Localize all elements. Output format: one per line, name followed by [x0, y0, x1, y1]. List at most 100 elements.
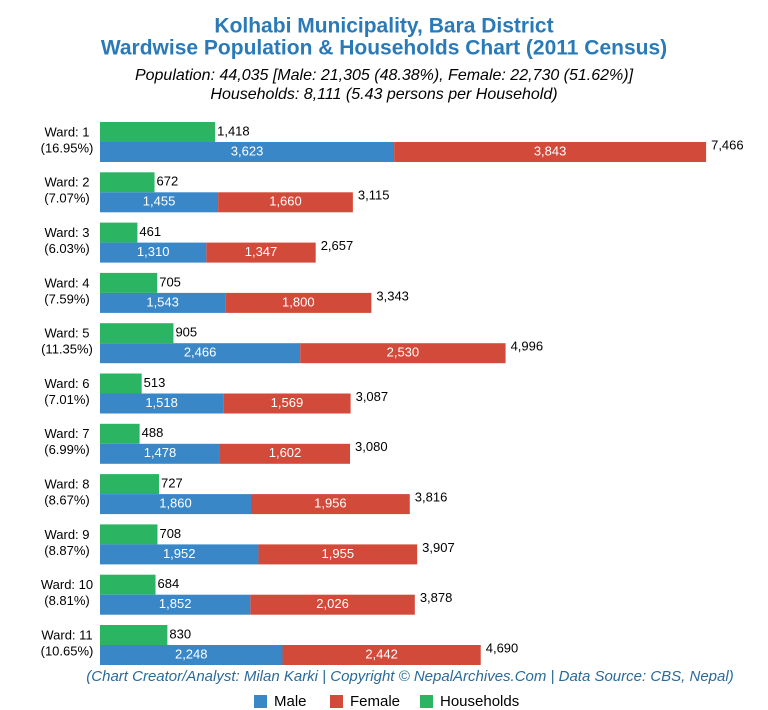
- female-bar: [300, 343, 506, 364]
- value-label: 1,955: [322, 546, 355, 561]
- chart-title: Kolhabi Municipality, Bara District: [214, 15, 553, 38]
- value-label: 2,248: [175, 646, 208, 661]
- value-label: 1,518: [145, 395, 178, 410]
- category-label: Ward: 11: [41, 627, 92, 642]
- value-label: 3,623: [231, 143, 264, 158]
- total-label: 3,878: [420, 590, 453, 605]
- household-label: 461: [139, 224, 161, 239]
- category-label: Ward: 8: [44, 477, 89, 492]
- legend-swatch: [254, 695, 267, 708]
- household-label: 1,418: [217, 123, 250, 138]
- household-label: 727: [161, 476, 183, 491]
- total-label: 3,080: [355, 439, 388, 454]
- household-bar: [100, 524, 158, 545]
- household-bar: [100, 272, 158, 293]
- male-bar: [100, 393, 224, 414]
- total-label: 3,087: [356, 389, 389, 404]
- category-label: (8.67%): [44, 493, 90, 508]
- category-label: Ward: 9: [44, 527, 89, 542]
- legend-swatch: [330, 695, 343, 708]
- value-label: 1,800: [282, 294, 315, 309]
- category-label: Ward: 2: [44, 175, 89, 190]
- value-label: 2,026: [316, 596, 349, 611]
- household-bar: [100, 625, 168, 645]
- category-label: Ward: 7: [44, 426, 89, 441]
- value-label: 1,660: [269, 194, 302, 209]
- household-bar: [100, 323, 174, 344]
- category-label: (16.95%): [41, 140, 94, 155]
- female-bar: [225, 292, 372, 313]
- category-label: Ward: 10: [41, 577, 93, 592]
- legend-label: Female: [350, 693, 400, 710]
- value-label: 1,347: [245, 244, 278, 259]
- value-label: 1,478: [144, 445, 177, 460]
- household-label: 684: [158, 576, 180, 591]
- value-label: 1,860: [159, 496, 192, 511]
- total-label: 4,996: [511, 339, 544, 354]
- footer: (Chart Creator/Analyst: Milan Karki | Co…: [86, 668, 733, 685]
- value-label: 2,466: [184, 345, 217, 360]
- category-label: (11.35%): [41, 342, 93, 357]
- household-bar: [100, 373, 142, 394]
- female-bar: [282, 645, 481, 665]
- total-label: 4,690: [486, 640, 519, 655]
- female-bar: [258, 544, 418, 565]
- household-label: 672: [157, 174, 179, 189]
- household-bar: [100, 172, 155, 193]
- category-label: (6.03%): [44, 241, 90, 256]
- total-label: 3,343: [376, 288, 409, 303]
- male-bar: [100, 142, 395, 162]
- value-label: 3,843: [534, 143, 567, 158]
- total-label: 2,657: [321, 238, 354, 253]
- chart-subtitle: Households: 8,111 (5.43 persons per Hous…: [210, 86, 557, 103]
- total-label: 3,816: [415, 490, 448, 505]
- male-bar: [100, 292, 226, 313]
- household-label: 705: [159, 274, 181, 289]
- category-label: Ward: 6: [44, 376, 89, 391]
- male-bar: [100, 192, 219, 213]
- male-bar: [100, 645, 283, 665]
- value-label: 1,602: [269, 445, 302, 460]
- female-bar: [250, 594, 415, 615]
- household-bar: [100, 222, 138, 243]
- category-label: Ward: 3: [44, 225, 89, 240]
- household-bar: [100, 474, 160, 495]
- male-bar: [100, 494, 251, 515]
- value-label: 1,852: [159, 596, 192, 611]
- chart-title: Wardwise Population & Households Chart (…: [101, 37, 667, 60]
- total-label: 3,115: [358, 188, 390, 203]
- female-bar: [394, 142, 707, 162]
- value-label: 1,956: [314, 496, 347, 511]
- household-label: 905: [175, 325, 197, 340]
- value-label: 2,442: [365, 646, 398, 661]
- female-bar: [206, 242, 316, 263]
- male-bar: [100, 544, 259, 565]
- household-label: 708: [159, 526, 181, 541]
- category-label: (7.59%): [44, 291, 90, 306]
- household-label: 830: [169, 626, 191, 641]
- female-bar: [223, 393, 351, 414]
- household-label: 513: [144, 375, 166, 390]
- total-label: 3,907: [422, 540, 455, 555]
- total-label: 7,466: [711, 137, 744, 152]
- category-label: Ward: 4: [44, 275, 89, 290]
- household-label: 488: [142, 425, 164, 440]
- value-label: 1,952: [163, 546, 196, 561]
- chart-subtitle: Population: 44,035 [Male: 21,305 (48.38%…: [135, 67, 634, 84]
- category-label: (10.65%): [41, 643, 94, 658]
- household-bar: [100, 423, 140, 444]
- female-bar: [219, 443, 351, 464]
- female-bar: [250, 494, 410, 515]
- category-label: Ward: 1: [44, 124, 89, 139]
- legend-swatch: [420, 695, 433, 708]
- value-label: 1,569: [271, 395, 304, 410]
- male-bar: [100, 242, 207, 263]
- household-bar: [100, 122, 216, 142]
- value-label: 1,455: [143, 194, 176, 209]
- legend-label: Male: [274, 693, 307, 710]
- female-bar: [218, 192, 353, 213]
- male-bar: [100, 343, 301, 364]
- household-bar: [100, 574, 156, 595]
- male-bar: [100, 594, 251, 615]
